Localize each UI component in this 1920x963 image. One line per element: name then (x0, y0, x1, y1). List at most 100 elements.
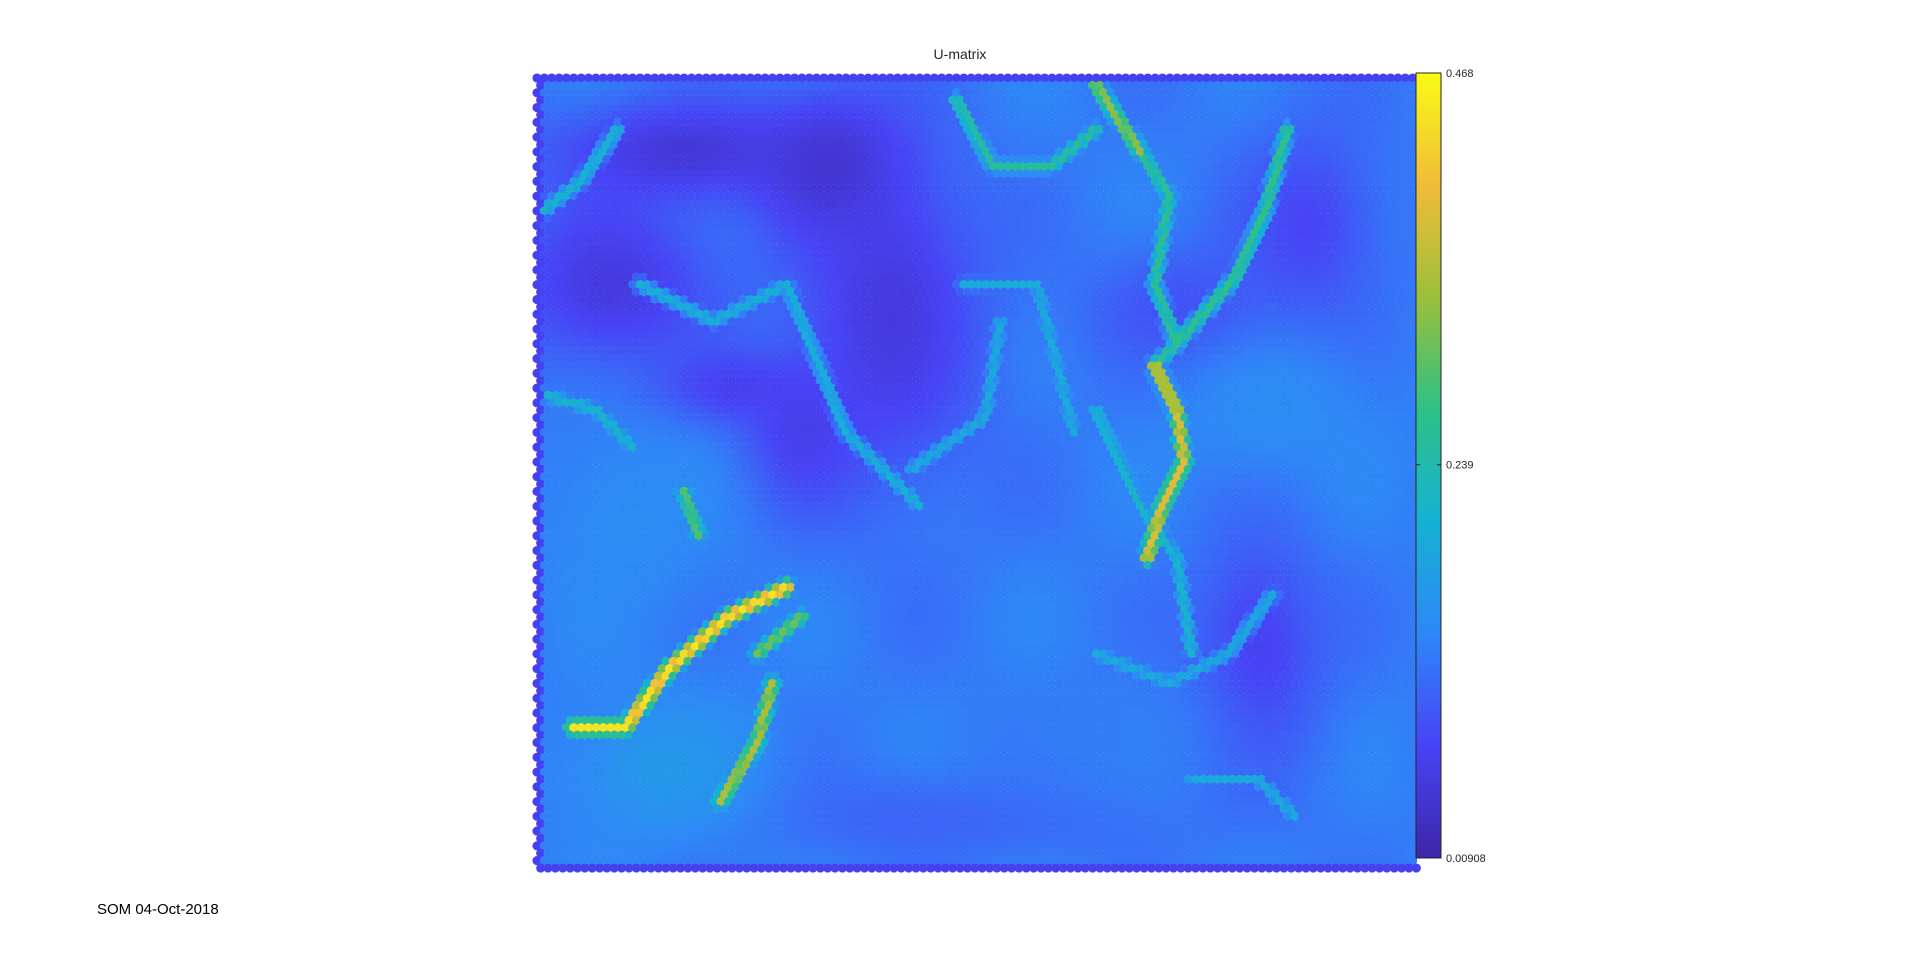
hex-cell (845, 95, 855, 105)
hex-cell (1297, 88, 1307, 98)
hex-cell (874, 95, 884, 105)
hex-cell (1374, 110, 1385, 120)
hex-cell (749, 95, 759, 105)
hex-cell (1157, 73, 1168, 83)
hex-cell (893, 73, 903, 83)
hex-cell (918, 80, 928, 90)
hex-cell (1113, 117, 1123, 127)
hex-cell (841, 102, 851, 113)
hex-cell (870, 88, 881, 98)
hex-cell (959, 102, 969, 113)
hex-cell (1393, 102, 1403, 113)
hex-cell (859, 80, 870, 90)
hex-cell (767, 73, 778, 83)
hex-cell (646, 110, 656, 120)
hex-cell (1146, 110, 1156, 120)
hex-cell (848, 102, 858, 113)
hex-cell (620, 73, 630, 83)
hex-cell (1279, 110, 1289, 120)
hex-cell (675, 95, 686, 105)
hex-cell (1117, 95, 1127, 105)
hex-cell (1047, 117, 1057, 127)
hex-cell (620, 102, 630, 113)
hex-cell (1308, 80, 1318, 90)
hex-cell (532, 73, 542, 83)
hex-cell (1341, 102, 1351, 113)
hex-cell (620, 88, 630, 98)
hex-cell (1010, 88, 1020, 98)
hex-cell (1198, 110, 1208, 120)
hex-cell (1010, 117, 1020, 127)
hex-cell (712, 95, 722, 105)
hex-cell (1312, 88, 1322, 98)
hex-cell (900, 88, 910, 98)
hex-cell (1404, 80, 1414, 90)
hex-cell (1242, 80, 1252, 90)
hex-cell (1157, 117, 1168, 127)
hex-cell (1183, 80, 1193, 90)
hex-cell (1040, 88, 1050, 98)
hex-cell (1183, 95, 1193, 105)
hex-cell (606, 117, 616, 127)
hex-cell (929, 102, 939, 113)
hex-cell (782, 88, 792, 98)
hex-cell (602, 80, 612, 90)
hex-cell (1334, 73, 1344, 83)
hex-cell (1029, 80, 1039, 90)
hex-cell (1117, 110, 1127, 120)
hex-cell (1202, 73, 1212, 83)
hex-cell (856, 88, 866, 98)
hex-cell (598, 73, 608, 83)
hex-cell (668, 110, 678, 120)
hex-cell (1172, 102, 1182, 113)
hex-cell (893, 88, 903, 98)
hex-cell (657, 117, 667, 127)
hex-cell (1095, 80, 1105, 90)
hex-cell (635, 117, 645, 127)
hex-cell (1062, 88, 1072, 98)
hex-cell (606, 73, 616, 83)
hex-cell (1393, 88, 1403, 98)
hex-cell (1168, 80, 1179, 90)
hex-cell (915, 117, 925, 127)
hex-cell (1386, 73, 1396, 83)
hex-cell (742, 80, 752, 90)
hex-cell (948, 110, 958, 120)
hex-cell (1286, 80, 1296, 90)
hex-cell (1076, 102, 1087, 113)
hex-cell (992, 110, 1002, 120)
hex-cell (547, 102, 557, 113)
hex-cell (885, 102, 895, 113)
hex-cell (812, 102, 822, 113)
hex-cell (933, 110, 943, 120)
hex-cell (977, 80, 987, 90)
hex-cell (841, 88, 851, 98)
hex-cell (1194, 117, 1204, 127)
hex-cell (893, 102, 903, 113)
hex-cell (628, 117, 638, 127)
hex-cell (1043, 80, 1053, 90)
hex-cell (543, 80, 553, 90)
hex-cell (786, 80, 796, 90)
hex-cell (1238, 88, 1248, 98)
hex-cell (576, 102, 586, 113)
hex-cell (984, 80, 995, 90)
hex-cell (955, 80, 965, 90)
hex-cell (709, 88, 719, 98)
hex-cell (657, 88, 667, 98)
hex-cell (863, 102, 873, 113)
hex-cell (727, 80, 737, 90)
hex-cell (999, 95, 1009, 105)
hex-cell (1316, 95, 1326, 105)
hex-cell (1367, 80, 1377, 90)
hex-cell (1165, 88, 1175, 98)
hex-cell (870, 102, 881, 113)
hex-cell (929, 117, 939, 127)
hex-cell (646, 95, 656, 105)
hex-cell (1036, 95, 1046, 105)
hex-cell (731, 88, 741, 98)
hex-cell (1062, 73, 1072, 83)
hex-cell (1121, 102, 1131, 113)
hex-cell (683, 80, 693, 90)
hex-cell (996, 102, 1006, 113)
